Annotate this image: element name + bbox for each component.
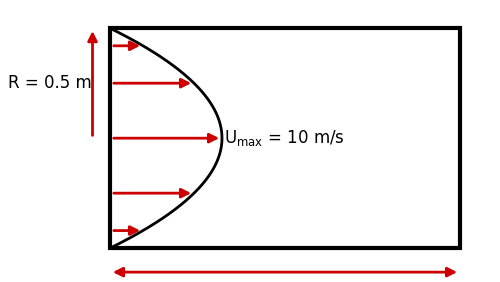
Text: U$_{\mathrm{max}}$ = 10 m/s: U$_{\mathrm{max}}$ = 10 m/s [224,128,346,148]
Bar [110,28,460,248]
Text: R = 0.5 m: R = 0.5 m [8,74,92,92]
